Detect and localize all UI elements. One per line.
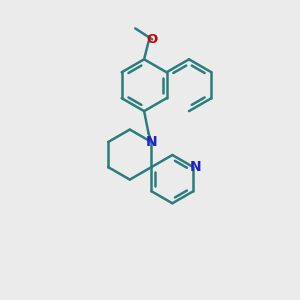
Text: O: O <box>146 33 158 46</box>
Text: N: N <box>146 135 157 149</box>
Text: N: N <box>190 160 202 174</box>
